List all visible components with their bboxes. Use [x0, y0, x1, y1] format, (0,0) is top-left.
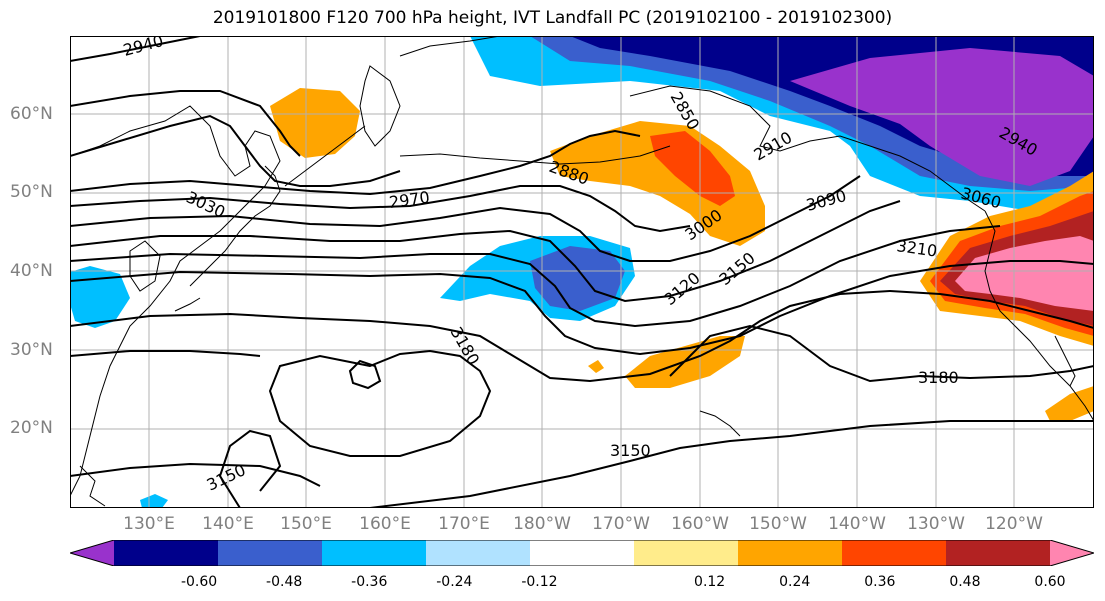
colorbar-swatch: [218, 540, 323, 566]
lon-label-170e: 170°E: [438, 514, 490, 534]
coastline-kurils: [284, 125, 366, 187]
positive-region-small: [588, 360, 604, 373]
lat-label-20n: 20°N: [10, 418, 53, 438]
contour-label: 3180: [918, 368, 959, 387]
coastline-aleutians: [399, 145, 671, 165]
lon-label-170w: 170°W: [592, 514, 650, 534]
map-panel: 2940 2850 2880 2910 2940 3060 2970 3030 …: [70, 36, 1094, 508]
lon-label-160e: 160°E: [359, 514, 411, 534]
lat-label-40n: 40°N: [10, 261, 53, 281]
coastline-asia: [70, 105, 281, 497]
height-contours: [70, 36, 1094, 508]
lon-label-130w: 130°W: [907, 514, 965, 534]
lon-label-140e: 140°E: [202, 514, 254, 534]
lon-label-150e: 150°E: [280, 514, 332, 534]
map-frame: [70, 36, 1094, 508]
colorbar-swatch: [634, 540, 739, 566]
colorbar-tick-label: 0.60: [1034, 574, 1066, 590]
colorbar-tick-label: -0.60: [180, 574, 218, 590]
contour-label: 3150: [610, 441, 651, 460]
coastline-north-america: [984, 210, 1094, 422]
colorbar-tick-label: -0.36: [351, 574, 388, 590]
colorbar-swatch: [426, 540, 531, 566]
colorbar-swatch: [946, 540, 1051, 566]
colorbar-tick-label: 0.48: [949, 574, 981, 590]
negative-region-japan: [70, 266, 130, 328]
coastline-bering: [399, 36, 501, 57]
colorbar-swatch: [322, 540, 427, 566]
colorbar-swatch: [114, 540, 219, 566]
positive-region-north-red: [650, 131, 735, 206]
lon-label-130e: 130°E: [123, 514, 175, 534]
colorbar-swatch: [738, 540, 843, 566]
colorbar-tick-label: -0.12: [521, 574, 558, 590]
colorbar-tick-label: 0.24: [779, 574, 811, 590]
colorbar-swatch: [842, 540, 947, 566]
colorbar: [70, 540, 1094, 566]
coastline-kamchatka: [359, 65, 401, 147]
map-title: 2019101800 F120 700 hPa height, IVT Land…: [212, 8, 893, 28]
positive-region-west: [270, 88, 360, 158]
coastline-baja: [1054, 335, 1076, 387]
coastline-hawaii: [699, 410, 741, 437]
coastlines: [70, 36, 1094, 507]
colorbar-tick-label: -0.24: [436, 574, 473, 590]
negative-region-north-core: [790, 48, 1094, 186]
lat-label-50n: 50°N: [10, 182, 53, 202]
lon-label-150w: 150°W: [749, 514, 807, 534]
lat-label-60n: 60°N: [10, 104, 53, 124]
positive-region-southeast: [1045, 386, 1094, 421]
negative-region-central-mid: [530, 246, 625, 311]
colorbar-tick-label: 0.36: [864, 574, 896, 590]
lon-label-180w: 180°W: [513, 514, 571, 534]
colorbar-swatch-extend-max: [1050, 540, 1094, 566]
lon-label-120w: 120°W: [985, 514, 1043, 534]
colorbar-tick-label: 0.12: [694, 574, 726, 590]
positive-region-north-orange: [550, 121, 765, 246]
colorbar-swatch-extend-min: [70, 540, 114, 566]
ivt-shading: [70, 36, 1094, 508]
positive-region-east-pink: [955, 236, 1094, 311]
lon-label-140w: 140°W: [828, 514, 886, 534]
colorbar-tick-label: -0.48: [266, 574, 303, 590]
colorbar-swatch: [530, 540, 635, 566]
coastline-alaska: [629, 85, 986, 212]
lon-label-160w: 160°W: [671, 514, 729, 534]
lat-label-30n: 30°N: [10, 340, 53, 360]
negative-region-south: [140, 494, 168, 508]
